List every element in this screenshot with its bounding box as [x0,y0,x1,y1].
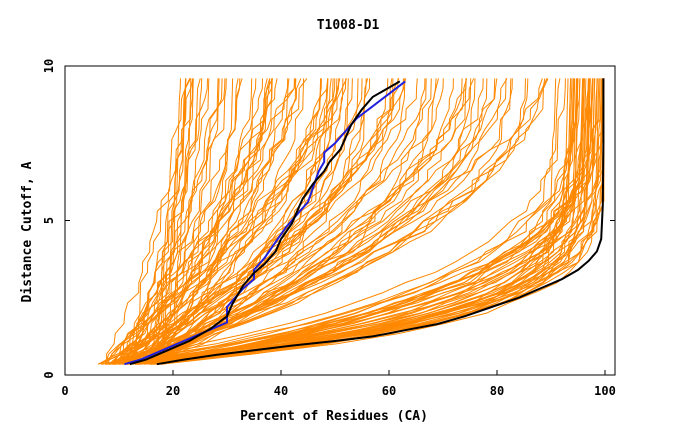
x-tick-label: 0 [61,384,68,398]
model-curve [155,78,329,365]
model-curve [145,78,192,365]
y-tick-label: 0 [42,371,56,378]
model-curve [155,78,566,365]
model-curve [114,78,394,365]
model-curve [115,78,322,365]
model-curve [127,78,201,365]
model-curve [100,78,389,365]
model-curve [141,78,437,365]
model-curve [144,78,484,365]
chart-title: T1008-D1 [317,18,380,33]
model-curve [113,78,587,365]
model-curve [158,78,329,365]
model-curve [131,78,208,365]
model-curve [161,78,507,365]
y-tick-label: 5 [42,217,56,224]
model-curve [141,78,543,365]
model-curve [144,78,575,365]
model-curve [146,78,467,365]
model-curve [110,78,338,365]
model-curve [104,78,329,365]
x-tick-label: 60 [382,384,396,398]
y-tick-label: 10 [42,59,56,73]
model-curve [106,78,577,365]
model-curve [119,78,404,365]
model-curve [97,78,349,365]
model-curve [126,78,186,365]
model-curve [126,78,463,365]
x-tick-label: 40 [274,384,288,398]
x-tick-label: 100 [594,384,616,398]
model-curve [121,78,308,365]
model-curve [150,78,227,365]
model-curve [100,78,348,365]
model-curve [130,78,253,365]
model-curve [137,78,273,365]
series-line-3 [156,78,605,366]
background-model-lines [97,78,605,365]
model-curve [127,78,584,365]
model-curve [114,78,274,365]
y-axis: 0 5 10 [42,59,615,379]
model-curve [119,78,439,365]
model-curve [118,78,223,365]
model-curve [146,78,432,365]
model-curve [157,78,353,365]
series-line-2 [129,80,401,366]
x-axis-label: Percent of Residues (CA) [240,409,428,424]
model-curve [136,78,341,365]
y-axis-label: Distance Cutoff, A [20,161,35,302]
model-curve [149,78,273,365]
model-curve [143,78,418,365]
model-curve [151,78,399,365]
model-curve [105,78,561,365]
model-curve [110,78,296,365]
x-tick-label: 80 [490,384,504,398]
model-curve [153,78,579,365]
x-axis: 0 20 40 60 80 100 [61,370,616,398]
model-curve [112,78,219,365]
model-curve [126,78,598,365]
model-curve [149,78,302,365]
model-curve [121,78,290,365]
model-curve [121,78,454,365]
model-curve [136,78,594,365]
model-curve [111,78,476,365]
x-tick-label: 20 [166,384,180,398]
model-curve [109,78,359,365]
model-curve [156,78,181,365]
model-curve [135,78,529,365]
model-curve [160,78,239,365]
model-curve [150,78,598,365]
model-curve [114,78,496,365]
model-curve [101,78,594,365]
series-layer [124,78,605,366]
model-curve [108,78,322,365]
model-curve [114,78,573,365]
model-curve [133,78,546,365]
